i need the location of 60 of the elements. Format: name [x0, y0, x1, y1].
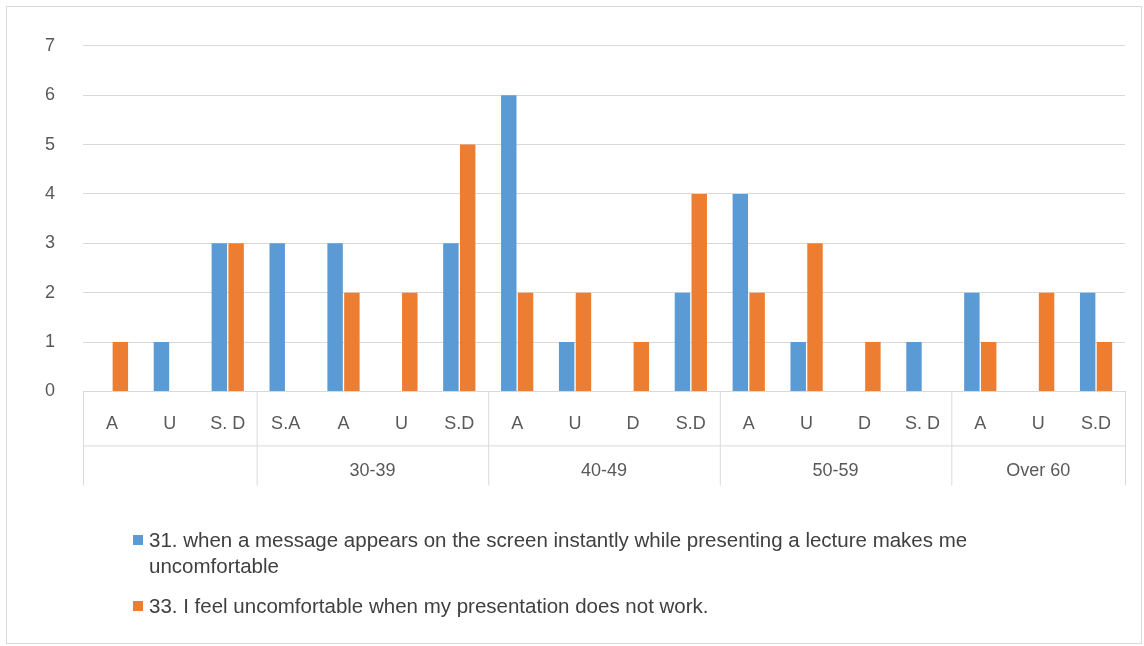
text: Over 60	[1006, 460, 1071, 481]
bar	[153, 342, 170, 391]
bar	[633, 342, 650, 391]
y-tick-label: 0	[45, 380, 56, 401]
y-tick-label: 6	[45, 84, 56, 105]
bar	[459, 144, 476, 391]
bar	[327, 243, 343, 391]
bar	[749, 292, 765, 391]
bar	[865, 342, 881, 391]
x-tick-label: S.D	[675, 413, 706, 434]
bar	[228, 243, 244, 391]
bar	[906, 342, 922, 391]
bar	[674, 292, 691, 391]
text: 40-49	[580, 460, 628, 481]
text: 30-39	[349, 460, 396, 481]
x-tick-label: D	[626, 413, 640, 434]
bar	[980, 342, 997, 391]
bar	[790, 342, 806, 391]
x-tick-label: A	[511, 413, 524, 434]
x-tick-label: U	[800, 413, 814, 434]
legend-label: 31. when a message appears on the screen instantly while presenting a lecture makes me uncomfortable	[149, 527, 969, 579]
x-tick-label: S. D	[210, 413, 246, 434]
bar	[732, 193, 749, 391]
x-tick-label: U	[394, 413, 408, 434]
bar	[1038, 292, 1055, 391]
x-tick-label: U	[568, 413, 582, 434]
bar	[1079, 292, 1096, 391]
y-tick-label: 5	[45, 133, 56, 154]
y-tick-label: 3	[45, 232, 56, 253]
y-tick-label: 7	[45, 34, 56, 55]
bar	[402, 292, 418, 391]
y-tick-label: 2	[45, 281, 56, 302]
legend-label: 33. I feel uncomfortable when my presentation does not work.	[149, 593, 709, 619]
x-tick-label: U	[163, 413, 177, 434]
bar	[344, 292, 360, 391]
bar	[575, 292, 592, 391]
bar	[964, 292, 980, 391]
text: 50-59	[812, 460, 859, 481]
x-tick-label: A	[105, 413, 118, 434]
y-tick-label: 4	[45, 182, 56, 203]
x-tick-label: S.A	[271, 413, 301, 434]
bar	[211, 243, 228, 391]
bar	[558, 342, 575, 391]
x-tick-label: A	[337, 413, 350, 434]
bar	[443, 243, 459, 391]
bar	[501, 95, 517, 391]
x-tick-label: U	[1031, 413, 1045, 434]
bar	[112, 342, 129, 391]
x-tick-label: S.D	[1081, 413, 1112, 434]
bar	[517, 292, 534, 391]
bar	[1096, 342, 1113, 391]
x-tick-label: A	[742, 413, 755, 434]
x-tick-label: S.D	[444, 413, 475, 434]
x-tick-label: A	[974, 413, 987, 434]
bar	[807, 243, 823, 391]
bar	[691, 193, 707, 391]
x-tick-label: S. D	[904, 413, 940, 434]
x-tick-label: D	[858, 413, 871, 434]
y-tick-label: 1	[45, 331, 56, 351]
bar	[269, 243, 285, 391]
